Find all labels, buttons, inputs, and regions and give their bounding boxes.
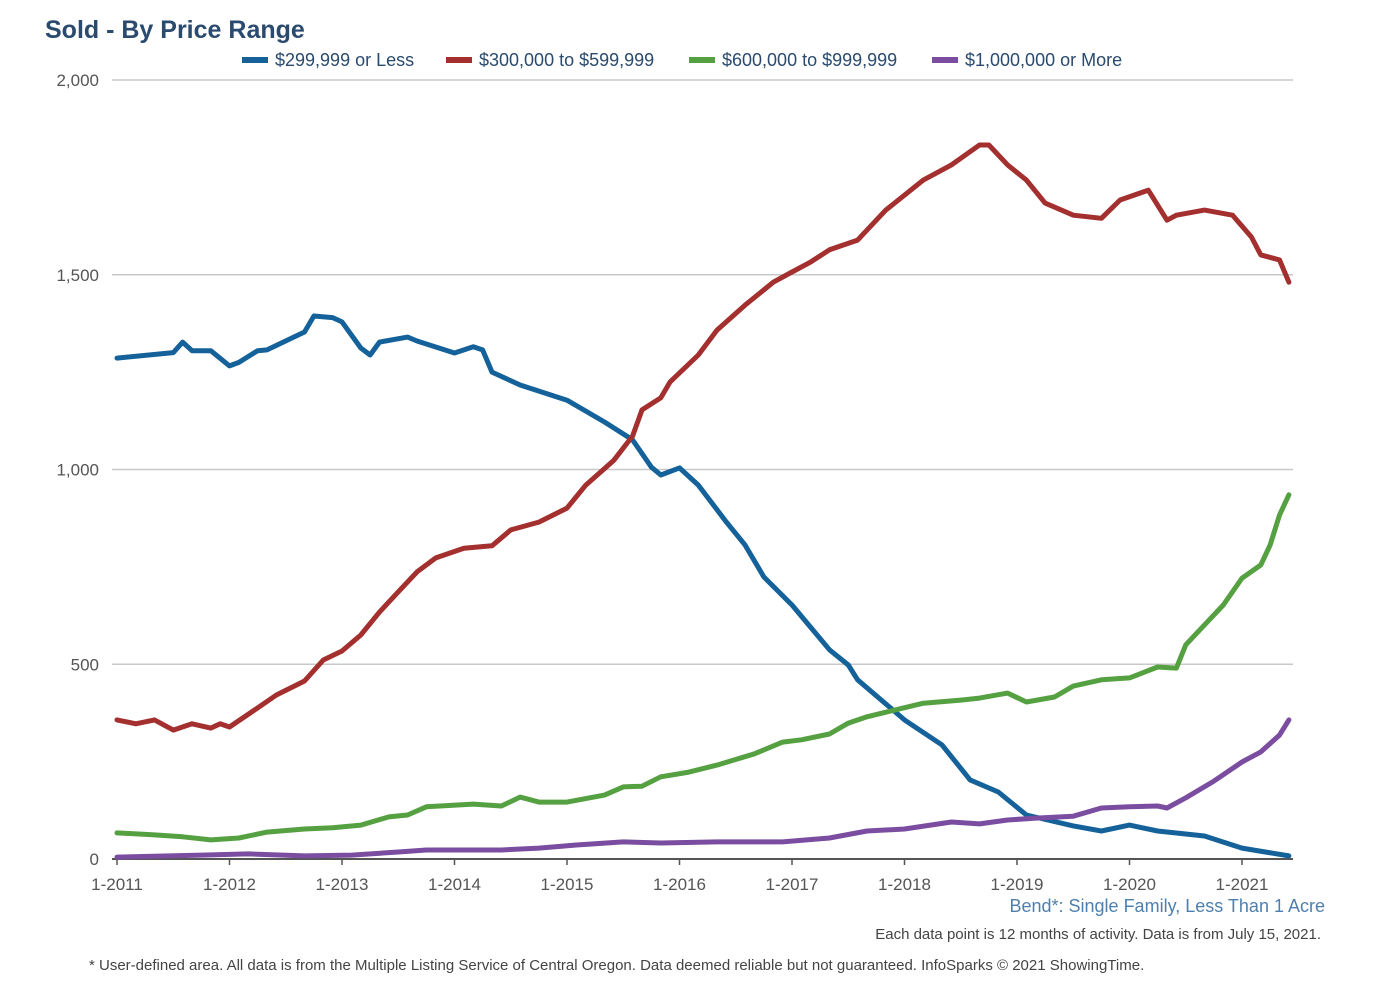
- x-tick-label: 1-2011: [91, 875, 143, 894]
- series-lines: [114, 142, 1292, 860]
- legend-swatch: [689, 57, 715, 63]
- series-line-1: [114, 142, 1292, 733]
- legend-item: $299,999 or Less: [242, 50, 414, 70]
- legend-label: $300,000 to $599,999: [479, 50, 654, 70]
- data-note: Each data point is 12 months of activity…: [875, 926, 1321, 943]
- legend-label: $1,000,000 or More: [965, 50, 1122, 70]
- y-tick-label: 500: [71, 655, 99, 674]
- x-tick-label: 1-2015: [541, 875, 594, 894]
- y-tick-label: 2,000: [56, 71, 99, 90]
- x-tick-label: 1-2014: [428, 875, 481, 894]
- x-tick-label: 1-2012: [203, 875, 256, 894]
- y-axis: 0 500 1,000 1,500 2,000: [56, 71, 99, 869]
- x-tick-label: 1-2019: [991, 875, 1044, 894]
- y-tick-label: 1,500: [56, 266, 99, 285]
- y-tick-label: 0: [90, 850, 99, 869]
- legend-item: $600,000 to $999,999: [689, 50, 897, 70]
- footnote: * User-defined area. All data is from th…: [89, 957, 1144, 974]
- legend-swatch: [446, 57, 472, 63]
- legend-item: $300,000 to $599,999: [446, 50, 654, 70]
- legend-label: $600,000 to $999,999: [722, 50, 897, 70]
- x-tick-label: 1-2017: [766, 875, 819, 894]
- legend-label: $299,999 or Less: [275, 50, 414, 70]
- series-line-3: [114, 717, 1292, 860]
- legend-item: $1,000,000 or More: [932, 50, 1122, 70]
- y-tick-label: 1,000: [56, 461, 99, 480]
- x-axis: 1-2011 1-2012 1-2013 1-2014 1-2015 1-2016 1-20…: [91, 858, 1293, 894]
- legend-swatch: [242, 57, 268, 63]
- legend: $299,999 or Less $300,000 to $599,999 $600…: [242, 50, 1122, 70]
- chart-title: Sold - By Price Range: [45, 16, 305, 44]
- gridlines: [112, 79, 1293, 665]
- x-tick-label: 1-2020: [1103, 875, 1156, 894]
- series-line-2: [114, 492, 1292, 843]
- x-tick-label: 1-2018: [878, 875, 931, 894]
- x-tick-label: 1-2016: [653, 875, 706, 894]
- legend-swatch: [932, 57, 958, 63]
- x-tick-label: 1-2013: [316, 875, 369, 894]
- series-line-0: [114, 313, 1292, 859]
- chart-subtitle: Bend*: Single Family, Less Than 1 Acre: [1009, 896, 1325, 916]
- x-tick-label: 1-2021: [1216, 875, 1269, 894]
